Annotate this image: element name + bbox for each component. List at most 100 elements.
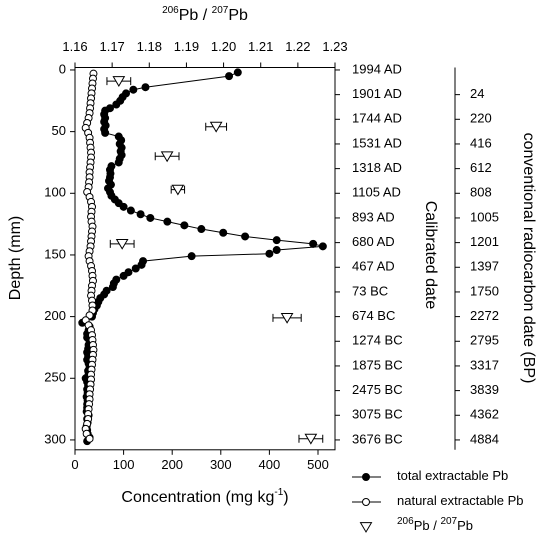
x-tick-label: 400 — [259, 457, 281, 472]
data-point — [272, 246, 281, 255]
x2-tick-label: 1.20 — [211, 39, 236, 54]
data-point — [136, 210, 145, 219]
date-tick-label: 1274 BC — [352, 333, 403, 348]
data-point — [180, 221, 189, 230]
legend-marker — [362, 473, 370, 481]
date-axis-title: Calibrated date — [422, 201, 439, 310]
x2-tick-label: 1.22 — [285, 39, 310, 54]
radiocarbon-tick-label: 220 — [470, 111, 492, 126]
top-axis-title: 206Pb / 207Pb — [162, 5, 248, 25]
data-point — [265, 249, 274, 258]
date-tick-label: 674 BC — [352, 308, 395, 323]
y-tick-label: 250 — [44, 370, 66, 385]
data-point — [146, 213, 155, 222]
label-part: -1 — [274, 487, 283, 498]
y-tick-label: 0 — [59, 61, 66, 76]
data-point — [225, 72, 234, 81]
data-point — [272, 236, 281, 245]
data-point — [108, 283, 117, 292]
data-point — [241, 232, 250, 241]
x2-tick-label: 1.21 — [248, 39, 273, 54]
data-point — [115, 238, 129, 250]
radiocarbon-tick-label: 1750 — [470, 283, 499, 298]
data-point — [233, 68, 242, 77]
data-point — [141, 83, 150, 92]
radiocarbon-tick-label: 612 — [470, 160, 492, 175]
radiocarbon-tick-label: 4362 — [470, 407, 499, 422]
legend-label: natural extractable Pb — [397, 493, 523, 508]
legend-marker — [362, 498, 370, 506]
radiocarbon-tick-label: 2272 — [470, 308, 499, 323]
data-point — [309, 239, 318, 248]
data-point — [119, 271, 128, 280]
x-tick-label: 100 — [113, 457, 135, 472]
label-part: 207 — [212, 5, 229, 16]
data-point — [101, 128, 110, 137]
radiocarbon-tick-label: 24 — [470, 86, 484, 101]
data-point — [163, 217, 172, 226]
y-axis-title: Depth (mm) — [7, 216, 24, 300]
data-point — [112, 100, 121, 109]
x2-tick-label: 1.17 — [99, 39, 124, 54]
date-tick-label: 1105 AD — [352, 185, 401, 200]
radiocarbon-tick-label: 4884 — [470, 431, 499, 446]
data-point — [129, 85, 138, 94]
radiocarbon-tick-label: 1397 — [470, 259, 499, 274]
date-tick-label: 2475 BC — [352, 382, 403, 397]
date-tick-label: 893 AD — [352, 209, 395, 224]
y-tick-label: 300 — [44, 431, 66, 446]
data-point — [112, 76, 126, 88]
radiocarbon-tick-label: 1201 — [470, 234, 499, 249]
date-tick-label: 1744 AD — [352, 111, 402, 126]
date-tick-label: 1875 BC — [352, 357, 403, 372]
label-part: Pb / — [179, 7, 212, 24]
label-part: Pb / — [414, 518, 441, 533]
data-point — [131, 264, 140, 273]
data-point — [318, 242, 327, 251]
x2-tick-label: 1.18 — [137, 39, 162, 54]
label-part: 206 — [397, 516, 414, 527]
data-point — [219, 228, 228, 237]
date-tick-label: 1531 AD — [352, 135, 402, 150]
radiocarbon-tick-label: 808 — [470, 185, 492, 200]
date-tick-label: 1318 AD — [352, 160, 402, 175]
x-tick-label: 200 — [161, 457, 183, 472]
data-point — [85, 434, 94, 443]
date-tick-label: 467 AD — [352, 259, 395, 274]
label-part: ) — [283, 489, 288, 506]
label-part: total extractable Pb — [397, 468, 508, 483]
data-point — [119, 202, 128, 211]
plot-frame — [74, 67, 336, 451]
radiocarbon-tick-label: 3317 — [470, 357, 499, 372]
x2-tick-label: 1.23 — [322, 39, 347, 54]
data-point — [304, 433, 318, 445]
date-tick-label: 1994 AD — [352, 61, 402, 76]
y-tick-label: 200 — [44, 308, 66, 323]
legend-label: total extractable Pb — [397, 468, 508, 483]
x-tick-label: 500 — [307, 457, 329, 472]
y-tick-label: 150 — [44, 246, 66, 261]
radiocarbon-axis-title: conventional radiocarbon date (BP) — [520, 133, 537, 384]
date-tick-label: 73 BC — [352, 283, 388, 298]
series-line — [81, 71, 323, 442]
y-tick-label: 100 — [44, 185, 66, 200]
x2-tick-label: 1.19 — [174, 39, 199, 54]
x-tick-label: 300 — [210, 457, 232, 472]
x-axis-title: Concentration (mg kg-1) — [121, 487, 288, 507]
date-tick-label: 3075 BC — [352, 407, 403, 422]
data-point — [160, 151, 174, 163]
label-part: Concentration (mg kg — [121, 489, 274, 506]
date-tick-label: 3676 BC — [352, 431, 403, 446]
radiocarbon-tick-label: 2795 — [470, 333, 499, 348]
label-part: natural extractable Pb — [397, 493, 523, 508]
date-tick-label: 1901 AD — [352, 86, 402, 101]
data-point — [137, 260, 146, 269]
radiocarbon-tick-label: 3839 — [470, 382, 499, 397]
x-tick-label: 0 — [71, 457, 78, 472]
legend-label: 206Pb / 207Pb — [397, 516, 473, 534]
data-point — [114, 158, 123, 167]
data-point — [187, 252, 196, 261]
data-point — [126, 206, 135, 215]
radiocarbon-tick-label: 1005 — [470, 209, 499, 224]
